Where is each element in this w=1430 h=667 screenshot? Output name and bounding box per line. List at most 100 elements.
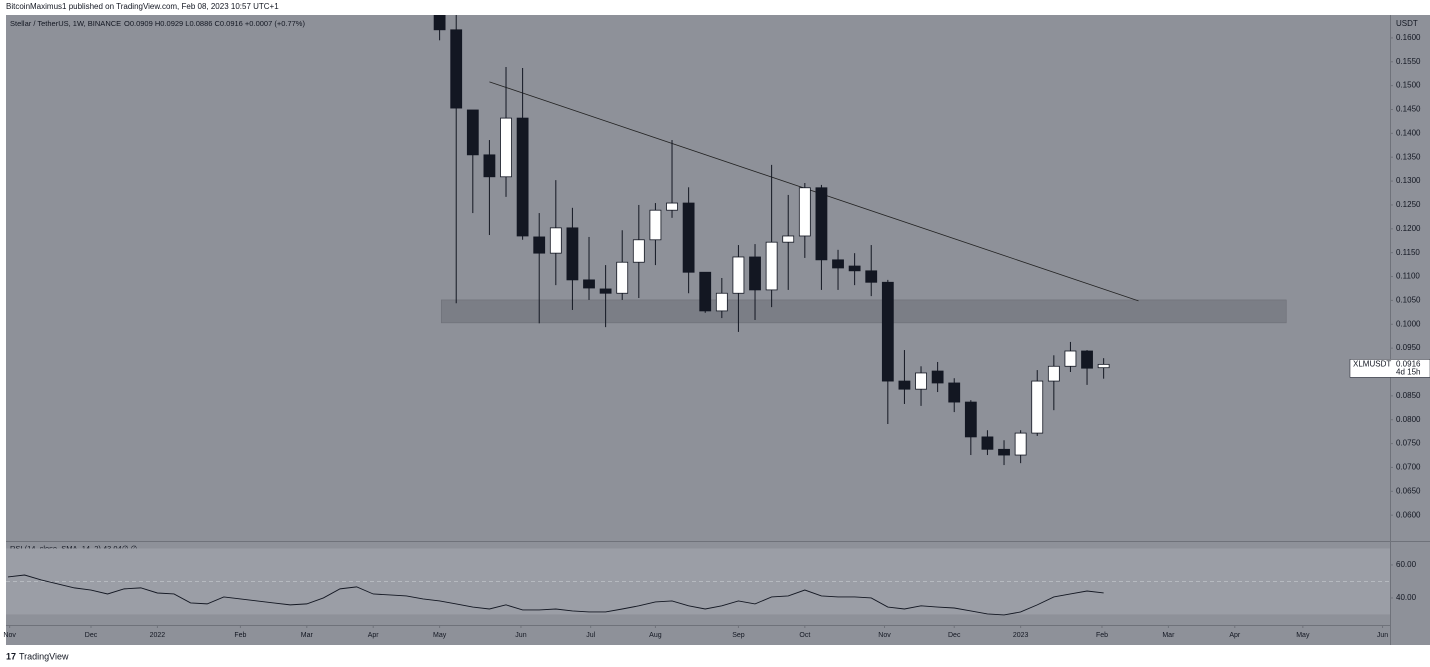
last-price-box [1349,359,1430,378]
x-tick-label: Aug [649,632,662,639]
candle-body [964,401,977,438]
candle-body [798,187,811,237]
support-zone [440,299,1287,324]
countdown-label: 4d 15h [1396,367,1420,376]
y-tick-label: 0.0850 [1396,391,1421,400]
candle-body [732,256,745,294]
candle-body [1097,363,1110,369]
y-tick-label: 0.1200 [1396,224,1421,233]
candle-body [500,117,512,178]
published-note: BitcoinMaximus1 published on TradingView… [6,2,279,11]
x-tick-label: Nov [3,632,16,639]
y-tick-label: 0.0700 [1396,463,1421,472]
x-tick-label: Apr [1229,632,1241,639]
x-tick-label: Jun [515,632,526,639]
y-tick-label: 0.1300 [1396,176,1421,185]
candle-body [466,109,479,156]
candle-body [848,265,861,272]
y-tick-label: 0.0750 [1396,439,1421,448]
x-tick-label: Jul [586,632,595,639]
x-tick-label: Feb [1096,632,1108,639]
x-tick-label: Nov [878,632,891,639]
x-tick-label: Dec [85,632,98,639]
price-unit: USDT [1396,19,1418,28]
candle-body [948,382,961,403]
y-tick-label: 0.1100 [1396,272,1420,281]
candle-body [765,241,778,291]
y-tick-label: 0.0600 [1396,510,1421,519]
x-tick-label: Feb [234,632,246,639]
x-tick-label: May [433,632,447,639]
candle-body [583,279,595,289]
y-tick-label: 40.00 [1396,593,1417,602]
candle-body [865,270,878,283]
y-tick-label: 0.1000 [1396,319,1421,328]
ohlc-legend: O0.0909 H0.0929 L0.0886 C0.0916 +0.0007 … [124,19,305,28]
candle-body [998,448,1010,456]
y-tick-label: 0.1450 [1396,105,1421,114]
candle-body [1031,380,1044,434]
price-pane [433,15,1287,466]
candle-body [1047,365,1060,382]
candle-body [782,235,795,243]
candle-body [1064,350,1077,367]
y-tick-label: 0.1050 [1396,296,1421,305]
candle-body [1081,350,1093,369]
candle-body [981,436,994,450]
candle-body [566,227,579,281]
candle-body [649,209,662,241]
symbol-label: XLMUSDT [1353,359,1391,368]
chart-background [6,15,1430,645]
x-tick-label: Oct [799,632,810,639]
footer-brand: TradingView [19,651,69,661]
x-tick-label: May [1296,632,1310,639]
x-tick-label: Mar [1162,632,1175,639]
y-tick-label: 0.1500 [1396,81,1421,90]
trendline [489,81,1139,302]
rsi-pane [6,548,1390,616]
candle-body [881,281,894,382]
x-tick-label: 2022 [150,632,166,639]
y-tick-label: 60.00 [1396,560,1417,569]
chart-title: Stellar / TetherUS, 1W, BINANCE [10,19,121,28]
candle-body [699,271,712,312]
y-tick-label: 0.0650 [1396,486,1421,495]
y-tick-label: 0.0800 [1396,415,1421,424]
candle-body [931,370,944,384]
candle-body [616,261,629,294]
x-tick-label: Apr [368,632,380,639]
y-tick-label: 0.1350 [1396,152,1421,161]
x-tick-label: Jun [1377,632,1388,639]
rsi-band [6,548,1390,615]
candle-body [450,29,463,109]
candle-body [433,15,446,31]
x-tick-label: Sep [732,632,745,639]
candle-body [666,202,678,211]
candle-body [483,154,496,178]
y-tick-label: 0.1250 [1396,200,1421,209]
y-tick-label: 0.1600 [1396,33,1421,42]
y-tick-label: 0.1550 [1396,57,1421,66]
rsi-line [7,574,1104,616]
y-tick-label: 0.1400 [1396,128,1421,137]
candle-body [715,292,728,312]
x-tick-label: Mar [301,632,314,639]
candle-body [749,256,761,291]
footer-logo: 17 [6,651,16,661]
last-price-label: 0.0916 [1396,359,1421,368]
y-tick-label: 0.1150 [1396,248,1420,257]
candle-body [898,380,911,390]
candle-body [599,288,612,294]
y-tick-label: 0.0950 [1396,343,1421,352]
candle-body [815,187,828,261]
candle-body [533,236,546,254]
candle-body [682,202,695,273]
candle-body [632,239,645,263]
candle-body [516,117,529,237]
x-tick-label: 2023 [1013,632,1029,639]
candle-body [915,372,927,390]
candle-body [549,227,562,254]
x-tick-label: Dec [948,632,961,639]
